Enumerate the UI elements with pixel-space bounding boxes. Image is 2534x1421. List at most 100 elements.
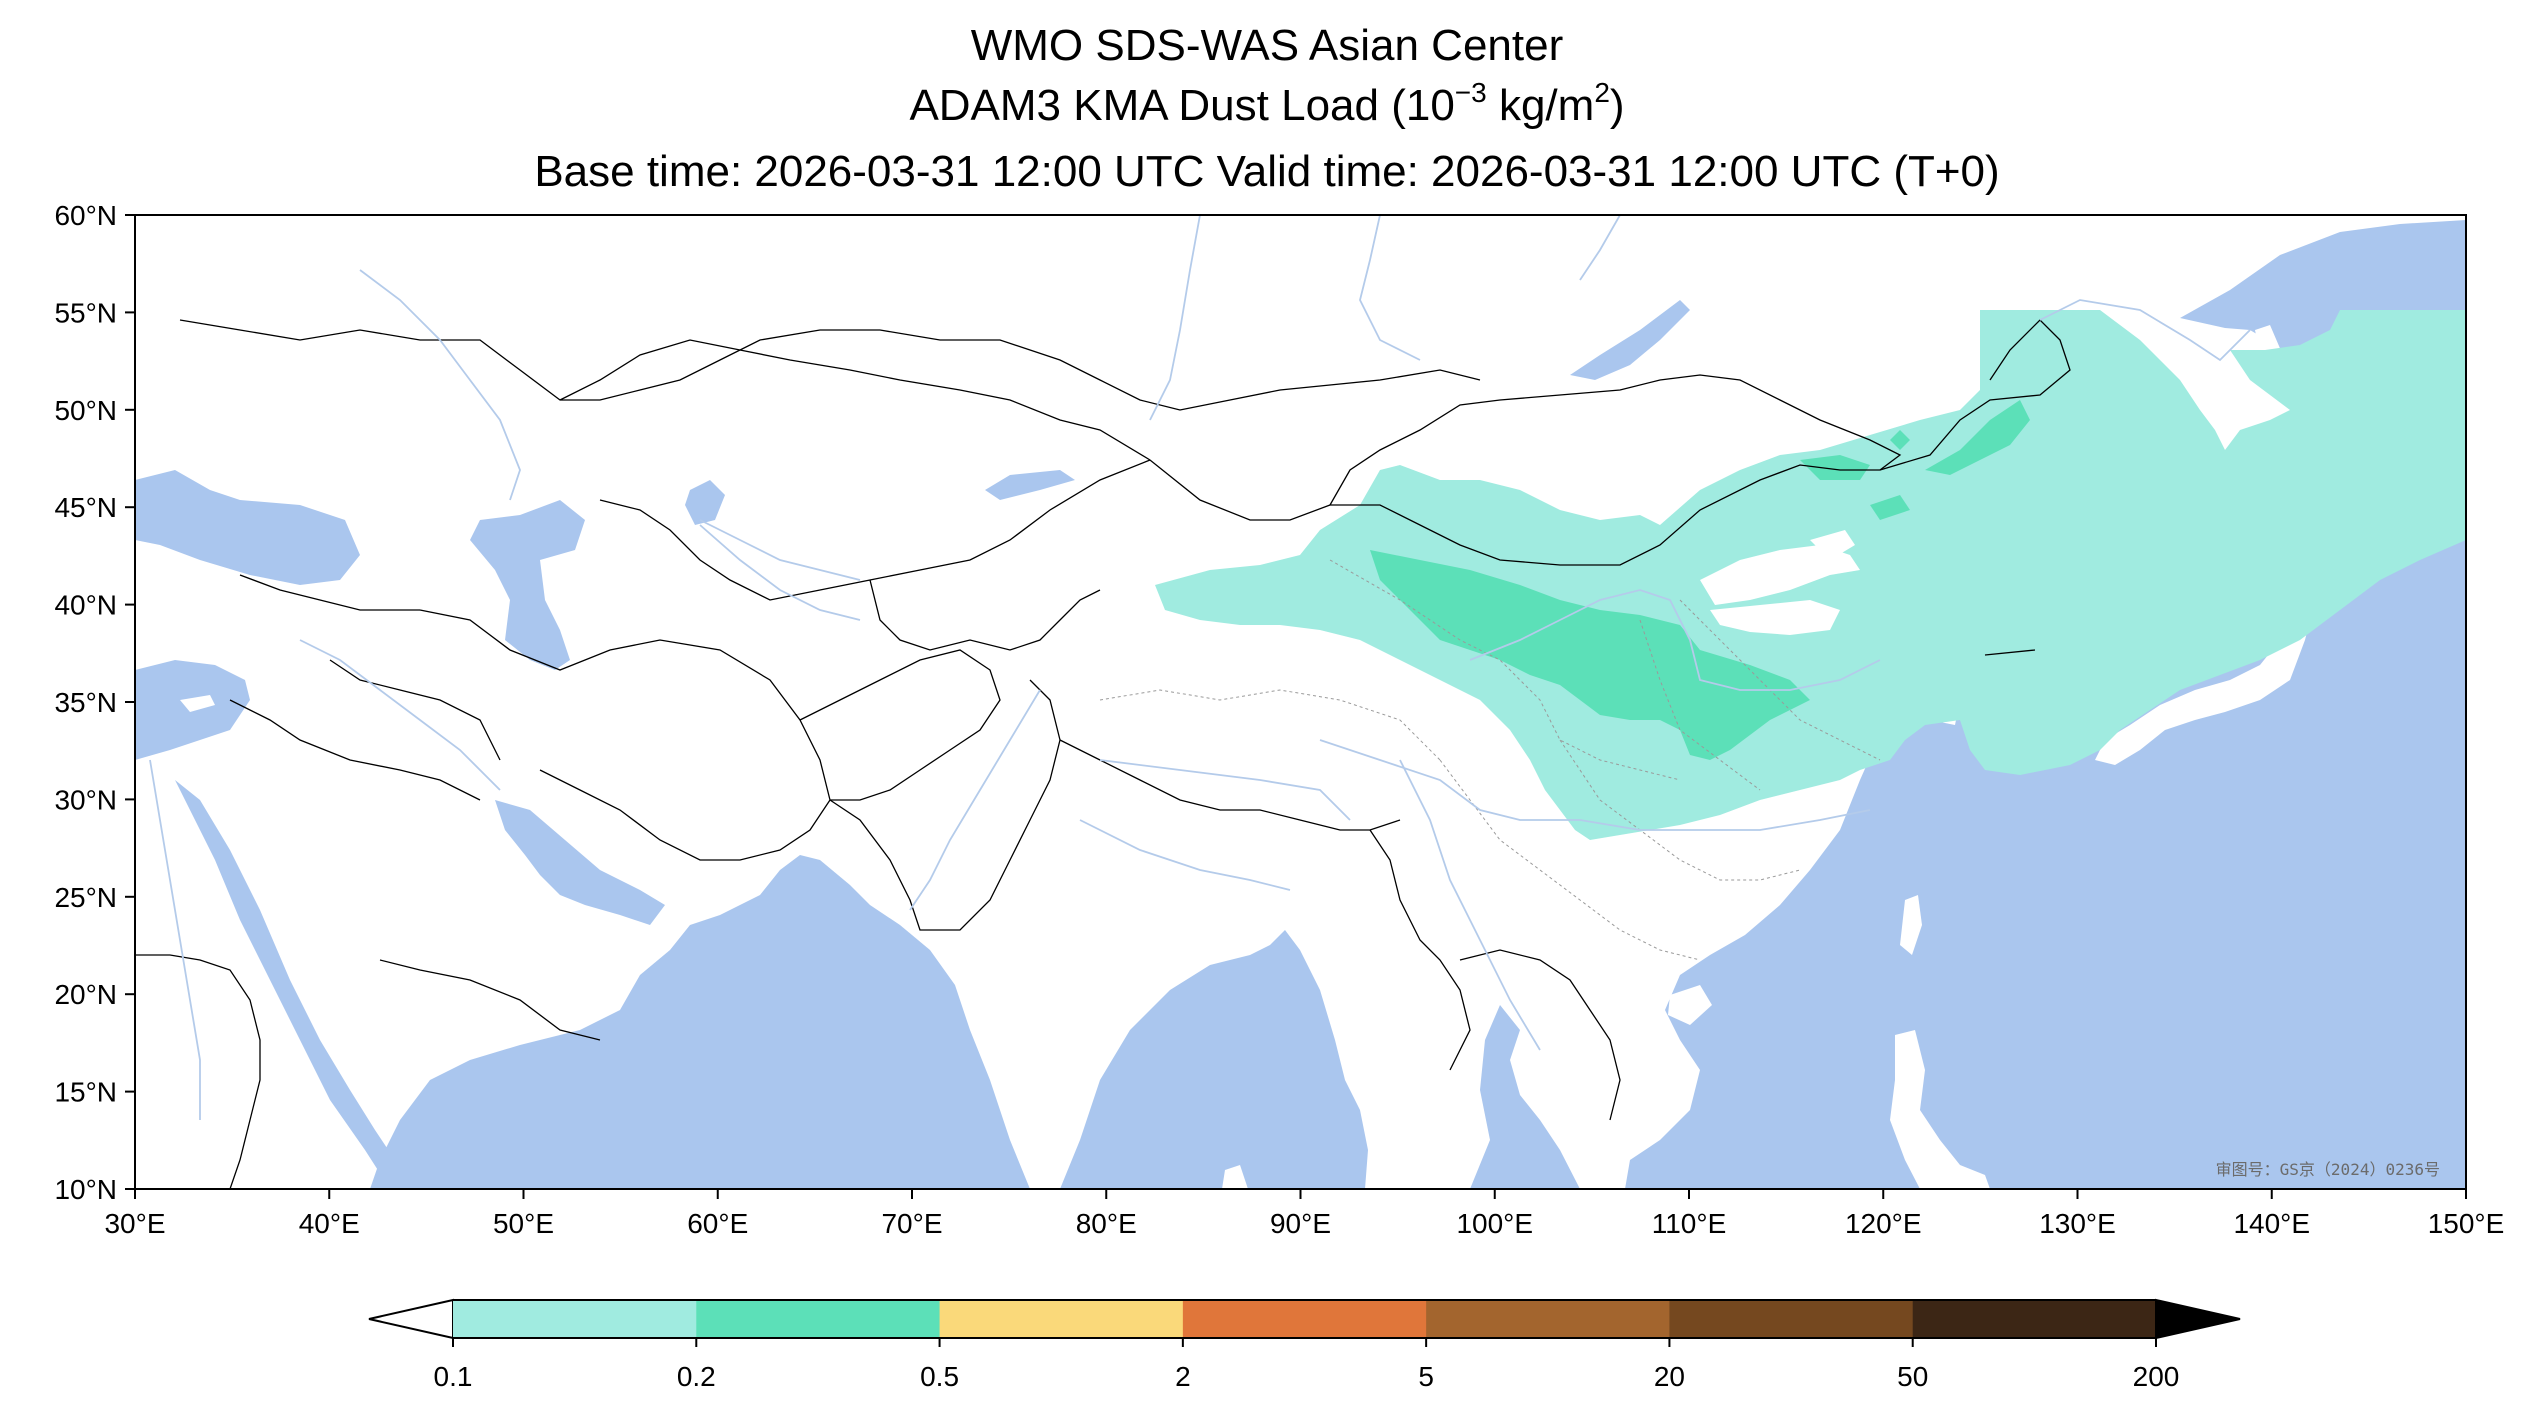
colorbar-tick-label: 0.1 [434, 1361, 473, 1392]
lon-tick-label: 30°E [104, 1208, 165, 1239]
black-sea [135, 470, 360, 585]
river-syr-darya [699, 519, 861, 581]
river-brahmaputra [1099, 759, 1351, 821]
border-central-asia [869, 579, 1101, 651]
lat-tick-label: 20°N [54, 979, 117, 1010]
lake-baikal [1570, 300, 1690, 380]
title-line-2-suffix: ) [1609, 81, 1625, 130]
lat-tick-label: 25°N [54, 882, 117, 913]
land-taiwan [1900, 895, 1922, 955]
border-myanmar [1369, 829, 1471, 1071]
lon-tick-label: 130°E [2039, 1208, 2116, 1239]
province-border-6 [1639, 619, 1761, 791]
river-yellow [1469, 589, 1881, 691]
lat-tick-label: 35°N [54, 687, 117, 718]
lon-tick-label: 70°E [881, 1208, 942, 1239]
lon-tick-label: 100°E [1456, 1208, 1533, 1239]
lon-tick-label: 80°E [1076, 1208, 1137, 1239]
river-amur [2039, 299, 2251, 362]
lon-tick-label: 140°E [2233, 1208, 2310, 1239]
title-line-2-prefix: ADAM3 KMA Dust Load (10 [909, 81, 1455, 130]
river-nile [149, 759, 201, 1120]
dust-load-level-2c [1925, 400, 2030, 475]
colorbar-tick-label: 20 [1654, 1361, 1685, 1392]
colorbar-segment [696, 1300, 941, 1338]
red-sea [175, 780, 410, 1189]
map-watermark: 审图号：GS京（2024）0236号 [2216, 1160, 2440, 1179]
colorbar-segment [1669, 1300, 1914, 1338]
aral-sea [685, 480, 725, 525]
map-area [135, 215, 2466, 1189]
lon-tick-label: 150°E [2428, 1208, 2505, 1239]
sea-of-okhotsk [2180, 220, 2466, 375]
border-iraq [329, 659, 501, 761]
dust-free-gap-1 [1700, 545, 1860, 605]
lon-axis: 30°E 40°E 50°E 60°E 70°E 80°E 90°E 100°E 110°E 12… [104, 1189, 2504, 1239]
land-philippines [1890, 1030, 1990, 1189]
province-borders [1099, 559, 1881, 961]
province-border-4 [1559, 739, 1801, 881]
colorbar-tick-label: 2 [1175, 1361, 1191, 1392]
river-yangtze [1319, 739, 1871, 831]
persian-gulf [495, 800, 665, 925]
dust-free-gap-2 [1710, 600, 1840, 635]
dust-free-gap-3 [1810, 530, 1855, 560]
lat-tick-label: 45°N [54, 492, 117, 523]
river-lena [1579, 215, 1621, 281]
lat-tick-label: 30°N [54, 784, 117, 815]
land-sri-lanka [1222, 1165, 1248, 1189]
title-line-2-unit-exponent: 2 [1594, 77, 1610, 108]
border-se-asia [1459, 949, 1621, 1121]
river-volga [359, 269, 521, 501]
river-ganges [1079, 819, 1291, 891]
river-indus [909, 689, 1041, 911]
border-turkey [239, 574, 420, 611]
colorbar-tick-label: 50 [1897, 1361, 1928, 1392]
border-iran [419, 609, 831, 861]
border-china-west [559, 339, 1331, 521]
lon-tick-label: 90°E [1270, 1208, 1331, 1239]
colorbar-segment [1426, 1300, 1670, 1338]
land-cyprus [180, 695, 215, 712]
lat-tick-label: 50°N [54, 395, 117, 426]
lat-tick-label: 15°N [54, 1077, 117, 1108]
colorbar-tick-label: 0.2 [677, 1361, 716, 1392]
title-line-2-exponent: −3 [1454, 77, 1487, 108]
colorbar-segment [939, 1300, 1184, 1338]
province-border-1 [1329, 559, 1681, 781]
lake-balkhash [985, 470, 1075, 500]
border-korea-mid [1984, 649, 2036, 656]
title-line-1: WMO SDS-WAS Asian Center [970, 21, 1564, 70]
dust-load-level-2e [1890, 430, 1910, 450]
lon-tick-label: 40°E [299, 1208, 360, 1239]
river-euphrates [299, 639, 501, 791]
title-line-3: Base time: 2026-03-31 12:00 UTC Valid ti… [534, 147, 2000, 196]
lat-axis: 10°N 15°N 20°N 25°N 30°N 35°N 40°N 45°N 50°N 55°N… [54, 200, 135, 1205]
colorbar-tick-label: 5 [1418, 1361, 1434, 1392]
lat-tick-label: 40°N [54, 590, 117, 621]
land-hainan [1668, 985, 1712, 1025]
title-line-2: ADAM3 KMA Dust Load (10−3 kg/m2) [0, 79, 2534, 130]
lon-tick-label: 110°E [1652, 1208, 1727, 1239]
caspian-sea [470, 500, 585, 670]
country-borders [135, 319, 2071, 1189]
colorbar-tick-label: 0.5 [920, 1361, 959, 1392]
colorbar-segment [453, 1300, 697, 1338]
river-amu-darya [699, 524, 861, 621]
colorbar-segment [1182, 1300, 1427, 1338]
river-ob [1149, 215, 1201, 421]
border-china-north [1879, 319, 2071, 471]
lat-tick-label: 55°N [54, 297, 117, 328]
colorbar-tick-label: 200 [2133, 1361, 2180, 1392]
dust-load-level-2d [1870, 495, 1910, 520]
lon-tick-label: 50°E [493, 1208, 554, 1239]
river-mekong [1399, 759, 1541, 1051]
rivers [149, 215, 2251, 1120]
colorbar-segment [1912, 1300, 2157, 1338]
lon-tick-label: 120°E [1845, 1208, 1922, 1239]
dust-load-level-2b [1800, 455, 1870, 480]
colorbar-extend-min [368, 1298, 454, 1340]
lat-tick-label: 10°N [54, 1174, 117, 1205]
province-border-3 [1439, 759, 1701, 961]
